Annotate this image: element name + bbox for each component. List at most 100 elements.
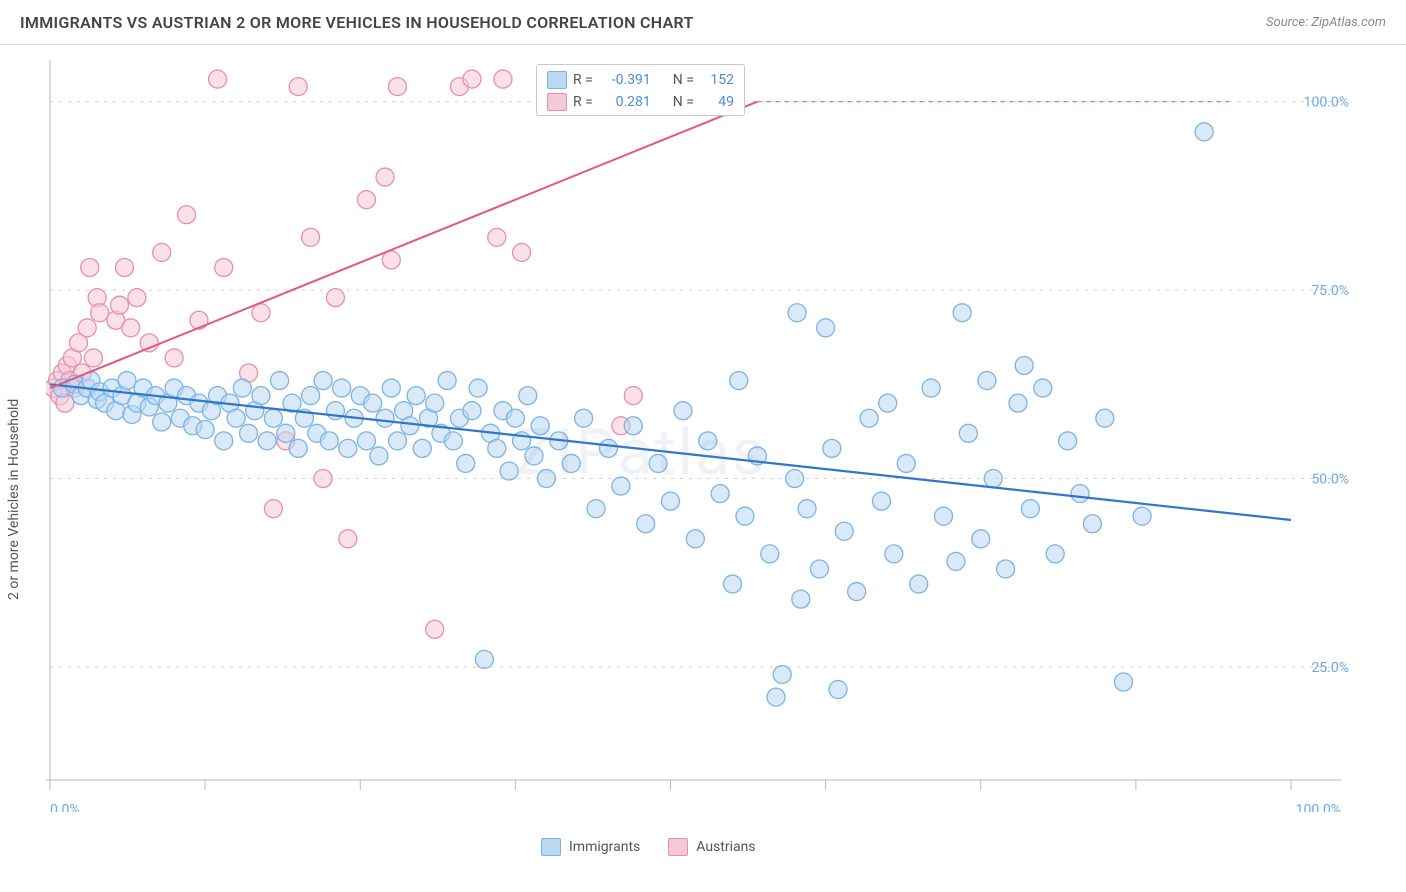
data-point [575,409,593,427]
data-point [1015,356,1033,374]
data-point [118,372,136,390]
data-point [469,379,487,397]
data-point [1071,485,1089,503]
data-point [1059,432,1077,450]
data-point [1096,409,1114,427]
legend-label: Immigrants [569,839,640,855]
data-point [277,424,295,442]
data-point [761,545,779,563]
data-point [78,319,96,337]
data-point [500,462,518,480]
data-point [401,417,419,435]
data-point [872,492,890,510]
data-point [786,470,804,488]
data-point [252,304,270,322]
data-point [910,575,928,593]
data-point [165,349,183,367]
data-point [612,477,630,495]
data-point [736,507,754,525]
data-point [686,530,704,548]
data-point [531,417,549,435]
data-point [376,168,394,186]
data-point [662,492,680,510]
x-min-label: 0.0% [50,802,80,812]
scatter-chart: 25.0%50.0%75.0%100.0%0.0%100.0% [46,60,1356,812]
data-point [788,304,806,322]
data-point [848,583,866,601]
data-point [190,311,208,329]
data-point [302,228,320,246]
data-point [413,439,431,457]
data-point [382,379,400,397]
data-point [463,402,481,420]
r-label: R = [573,69,593,91]
series-legend: Immigrants Austrians [541,838,756,856]
data-point [978,372,996,390]
data-point [271,372,289,390]
data-point [215,258,233,276]
n-label: N = [673,69,694,91]
n-value: 49 [700,91,734,113]
data-point [953,304,971,322]
data-point [860,409,878,427]
data-point [388,432,406,450]
data-point [724,575,742,593]
data-point [810,560,828,578]
data-point [289,439,307,457]
data-point [792,590,810,608]
data-point [209,70,227,88]
n-value: 152 [700,69,734,91]
data-point [264,409,282,427]
data-point [972,530,990,548]
data-point [506,409,524,427]
data-point [227,409,245,427]
data-point [84,349,102,367]
data-point [519,387,537,405]
data-point [215,432,233,450]
data-point [91,304,109,322]
data-point [153,413,171,431]
data-point [122,319,140,337]
chart-title: IMMIGRANTS VS AUSTRIAN 2 OR MORE VEHICLE… [20,13,694,32]
data-point [494,70,512,88]
data-point [357,191,375,209]
data-point [997,560,1015,578]
data-point [885,545,903,563]
data-point [376,409,394,427]
data-point [382,251,400,269]
legend-swatch [541,838,561,856]
y-tick-label: 100.0% [1304,95,1349,111]
data-point [110,296,128,314]
data-point [817,319,835,337]
data-point [357,432,375,450]
data-point [699,432,717,450]
data-point [302,387,320,405]
data-point [897,454,915,472]
data-point [115,258,133,276]
data-point [314,372,332,390]
data-point [1195,123,1213,141]
data-point [798,500,816,518]
data-point [289,78,307,96]
r-value: -0.391 [599,69,651,91]
data-point [264,500,282,518]
legend-swatch [547,71,567,89]
n-label: N = [673,91,694,113]
title-bar: IMMIGRANTS VS AUSTRIAN 2 OR MORE VEHICLE… [0,0,1406,45]
data-point [364,394,382,412]
data-point [339,530,357,548]
y-tick-label: 75.0% [1311,283,1349,299]
legend-label: Austrians [696,839,755,855]
legend-row: R =0.281N =49 [547,91,734,113]
x-max-label: 100.0% [1296,802,1341,812]
data-point [178,206,196,224]
data-point [81,258,99,276]
data-point [339,439,357,457]
legend-item: Austrians [668,838,755,856]
data-point [513,243,531,261]
data-point [711,485,729,503]
data-point [624,387,642,405]
legend-swatch [547,93,567,111]
data-point [196,421,214,439]
data-point [457,454,475,472]
